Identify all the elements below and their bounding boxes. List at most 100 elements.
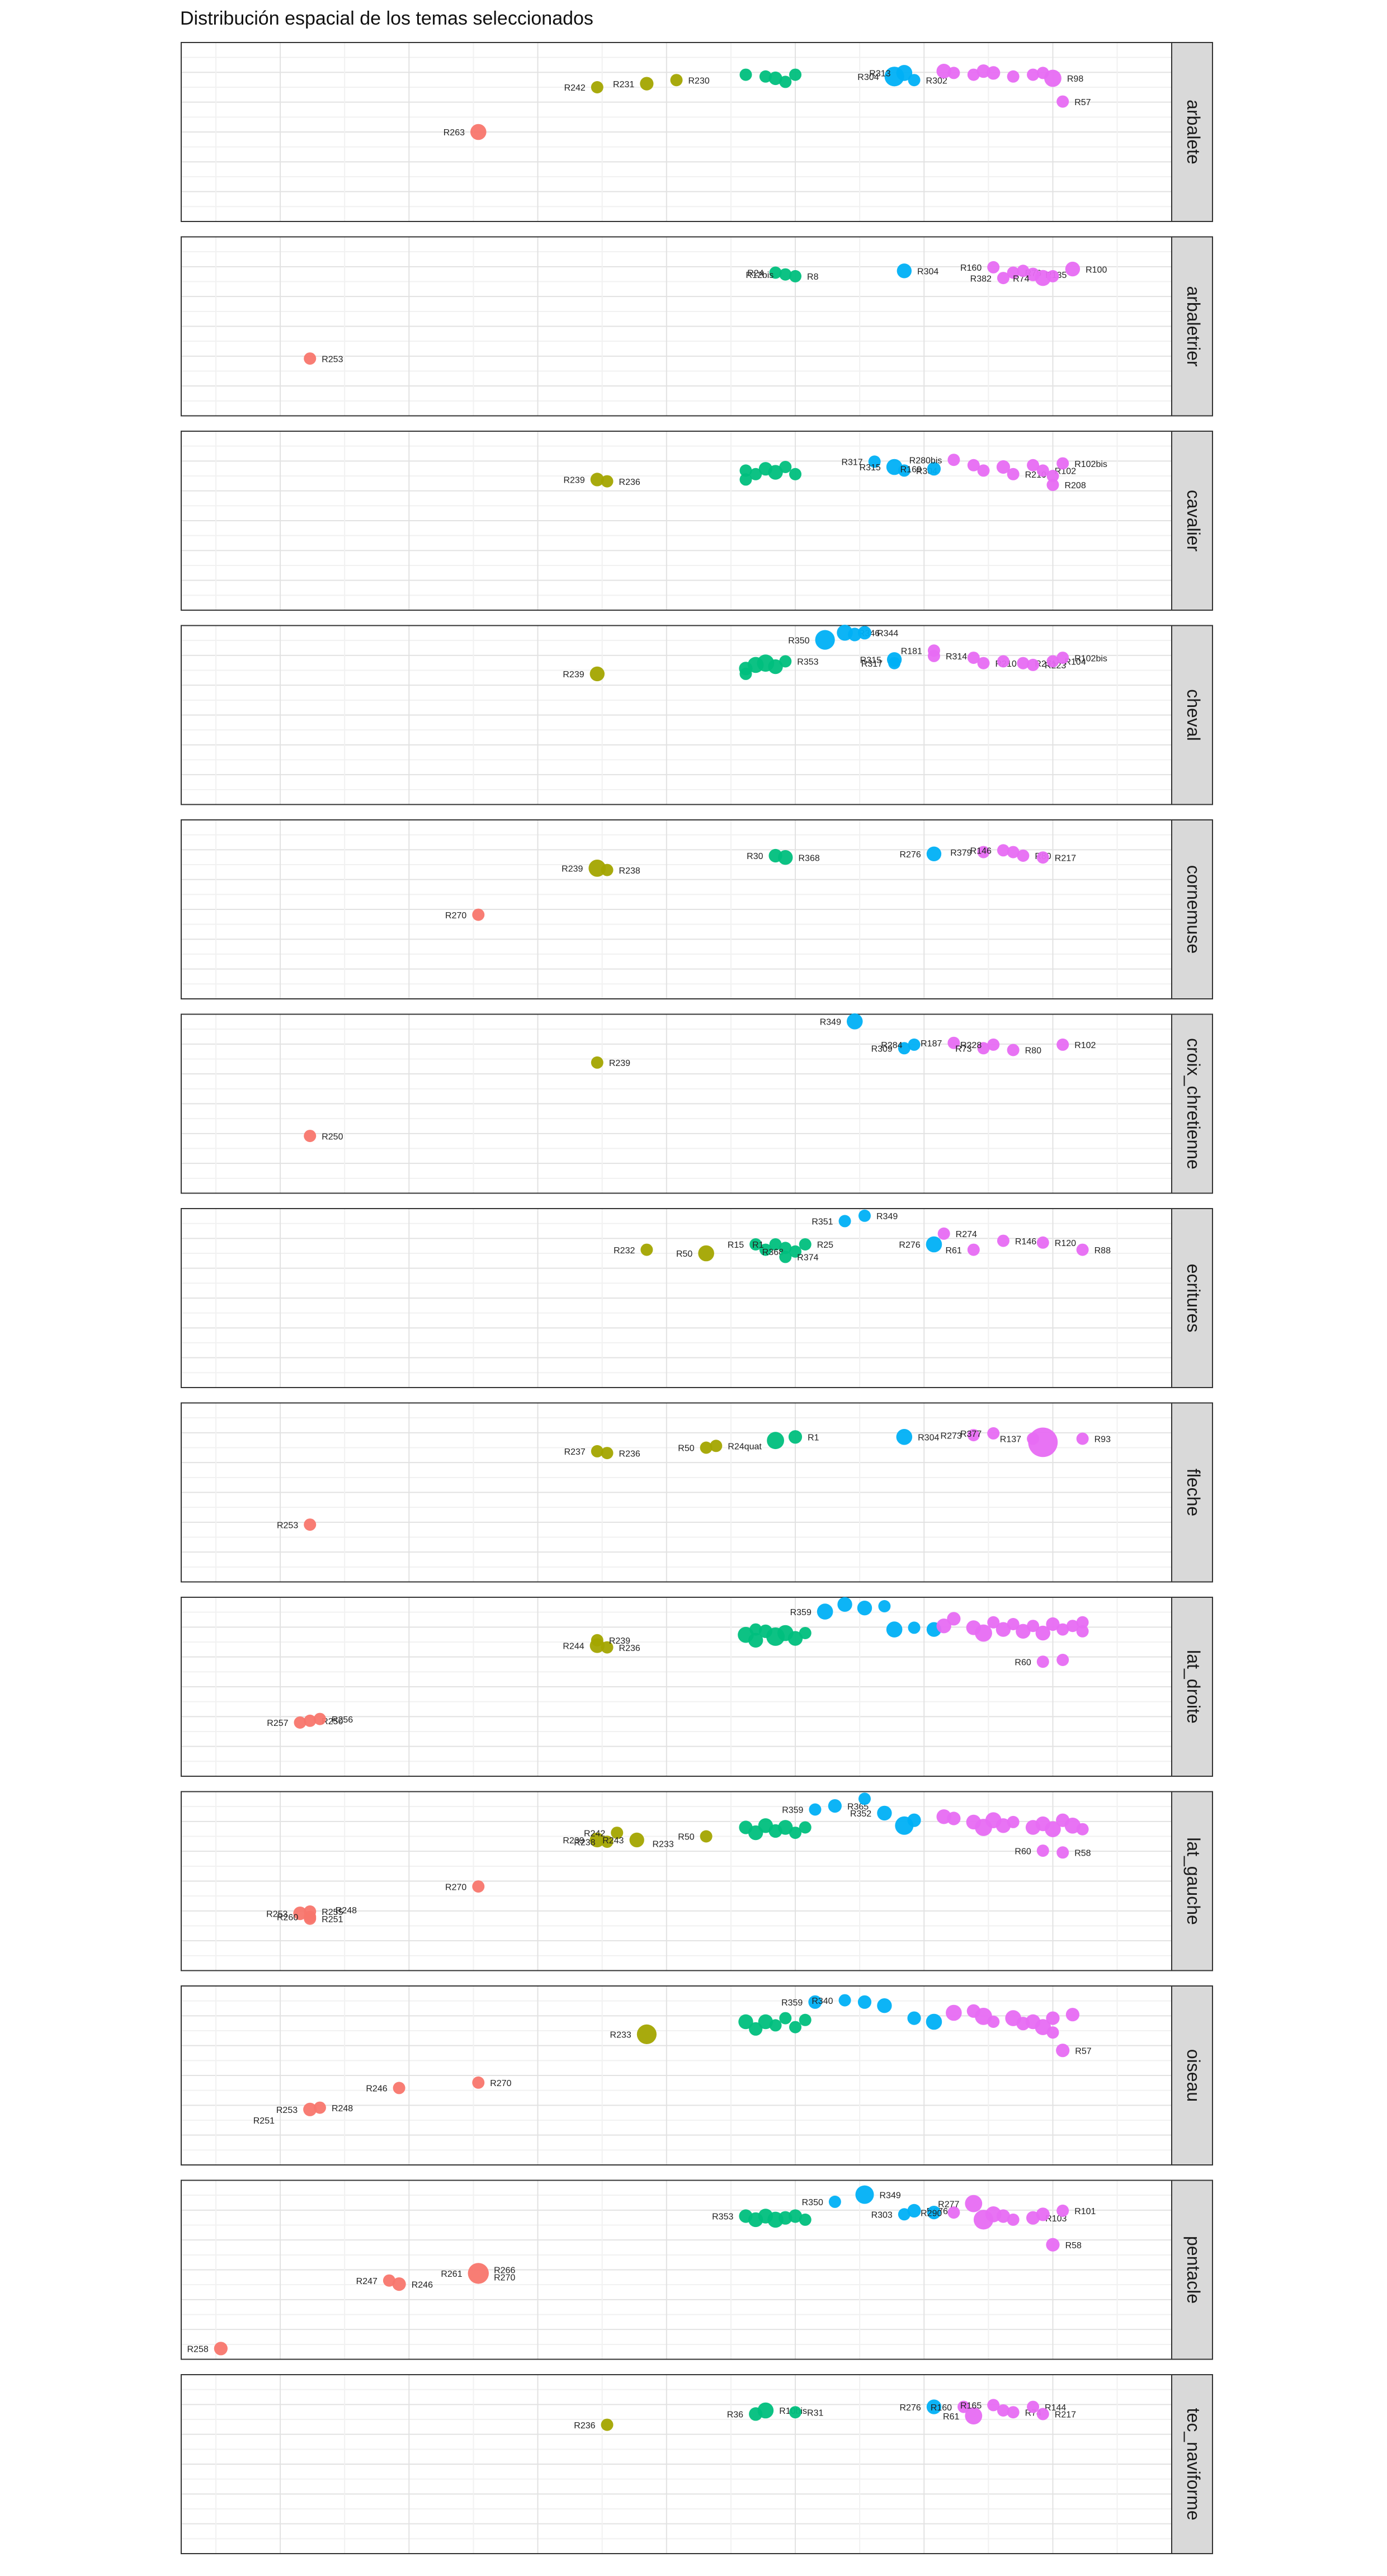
data-point	[1076, 1243, 1089, 1256]
data-point	[1076, 1625, 1089, 1638]
data-point	[927, 2206, 941, 2220]
data-point	[907, 2204, 921, 2218]
data-point	[947, 2206, 960, 2219]
data-point	[936, 64, 951, 79]
point-label: R160	[960, 263, 982, 273]
data-point	[817, 1603, 833, 1620]
data-point	[1007, 1044, 1020, 1056]
facet-strip	[1171, 1013, 1213, 1194]
data-point	[937, 1227, 950, 1240]
data-point	[898, 2208, 910, 2221]
point-label: R101	[1074, 2207, 1096, 2216]
data-point	[739, 464, 752, 477]
facet-strip-label: lat_gauche	[1183, 1837, 1204, 1925]
point-label: R24quat	[728, 1442, 762, 1452]
data-point	[997, 655, 1009, 668]
facet-strip-label: lat_droite	[1183, 1650, 1204, 1724]
data-point	[997, 272, 1009, 285]
point-label: R382	[970, 274, 992, 284]
facet-strip-label: cavalier	[1183, 490, 1204, 552]
data-point	[710, 1440, 723, 1452]
data-point	[304, 1518, 317, 1531]
point-label: R58	[1065, 2241, 1082, 2251]
data-point	[778, 1820, 793, 1835]
point-label: R304	[857, 73, 879, 82]
data-point	[1028, 1427, 1058, 1457]
data-point	[927, 462, 941, 476]
data-point	[896, 65, 913, 81]
point-label: R58	[1074, 1849, 1091, 1858]
point-label: R102	[1055, 467, 1076, 476]
point-label: R250	[322, 1132, 343, 1141]
data-point	[383, 2274, 395, 2287]
data-point	[828, 2195, 841, 2208]
data-point	[1017, 657, 1030, 669]
data-point	[967, 1243, 980, 1256]
point-label: R350	[788, 636, 809, 645]
point-label: R60	[1015, 1658, 1031, 1667]
data-point	[857, 1601, 872, 1616]
point-label: R280bis	[909, 456, 942, 465]
data-point	[700, 1441, 713, 1454]
point-label: R50	[678, 1444, 694, 1454]
data-point	[1056, 2204, 1069, 2217]
point-label: R231	[613, 80, 634, 89]
data-point	[987, 261, 1000, 273]
data-point	[1007, 2213, 1020, 2226]
point-label: R102bis	[1074, 654, 1107, 663]
point-label: R61	[943, 2412, 959, 2422]
data-point	[757, 2402, 774, 2419]
data-point	[470, 124, 487, 140]
facet-strip-label: oiseau	[1183, 2049, 1204, 2102]
data-point	[987, 2016, 1000, 2028]
data-point	[908, 1621, 921, 1634]
facet-strip-label: arbalete	[1183, 100, 1204, 164]
data-point	[1007, 70, 1020, 83]
data-point	[967, 68, 980, 81]
point-label: R263	[444, 128, 465, 138]
data-point	[837, 1597, 852, 1612]
data-point	[946, 2004, 962, 2021]
facet-strip	[1171, 625, 1213, 805]
data-point	[739, 473, 752, 486]
panel-cheval: R239R353R350R346R344R315R317R181R314R210…	[181, 625, 1213, 805]
data-point	[767, 1432, 784, 1450]
point-label: R379	[950, 848, 971, 858]
data-point	[855, 2185, 874, 2204]
point-label: R146	[1015, 1237, 1036, 1247]
point-label: R120	[1055, 1239, 1076, 1248]
data-point	[778, 850, 793, 865]
data-point	[977, 846, 990, 858]
data-point	[779, 268, 792, 281]
data-point	[987, 66, 1001, 80]
point-label: R160	[931, 2403, 952, 2413]
point-label: R102bis	[1074, 460, 1107, 469]
data-point	[1066, 1620, 1079, 1633]
point-label: R314	[946, 652, 967, 662]
facet-strip	[1171, 819, 1213, 999]
point-label: R359	[781, 1998, 803, 2008]
facet-strip	[1171, 2179, 1213, 2360]
point-label: R137	[1000, 1435, 1021, 1445]
data-point	[779, 461, 792, 473]
data-point	[749, 468, 762, 480]
point-label: R302	[926, 76, 947, 86]
data-point	[1065, 261, 1081, 277]
data-point	[799, 1627, 812, 1639]
data-point	[857, 626, 872, 640]
point-label: R88	[1094, 1246, 1111, 1256]
data-point	[1007, 1815, 1020, 1828]
data-point	[1035, 270, 1051, 286]
data-point	[472, 1880, 485, 1893]
data-point	[996, 1818, 1011, 1833]
data-point	[739, 667, 752, 680]
data-point	[1036, 851, 1049, 864]
data-point	[965, 2195, 983, 2212]
data-point	[1076, 1616, 1089, 1629]
data-point	[1007, 846, 1020, 858]
point-label: R144	[1045, 2403, 1066, 2413]
point-label: R315	[860, 463, 881, 473]
